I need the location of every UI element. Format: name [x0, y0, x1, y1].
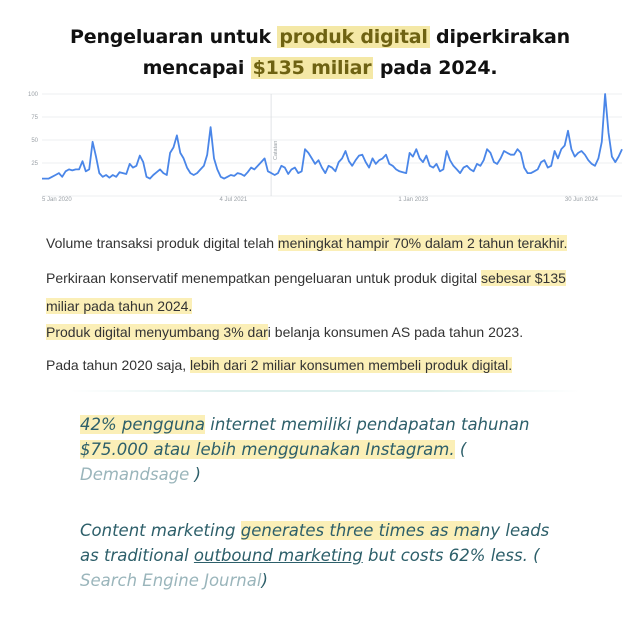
- quote-text: Content marketing: [80, 521, 241, 540]
- paragraph-highlight: meningkat hampir 70% dalam 2 tahun terak…: [277, 235, 568, 251]
- headline: Pengeluaran untuk produk digital diperki…: [0, 22, 640, 84]
- paragraph-highlight: sebesar $135: [481, 270, 566, 286]
- headline-text: mencapai: [142, 57, 251, 79]
- paragraph-highlight: miliar pada tahun 2024.: [46, 298, 193, 314]
- x-tick-label: 1 Jan 2023: [398, 197, 428, 203]
- x-tick-label: 30 Jun 2024: [565, 197, 599, 203]
- outbound-marketing-link[interactable]: outbound marketing: [193, 546, 363, 565]
- paragraph-2020-consumers: Pada tahun 2020 saja, lebih dari 2 milia…: [46, 351, 616, 379]
- paragraph-text: Pada tahun 2020 saja,: [46, 357, 191, 373]
- quote-text: ): [261, 571, 268, 590]
- paragraph-highlight: Produk digital menyumbang 3% dar: [46, 324, 268, 340]
- quote-content-marketing: Content marketing generates three times …: [80, 518, 580, 593]
- headline-line-2: mencapai $135 miliar pada 2024.: [0, 53, 640, 84]
- series-line: [42, 93, 623, 180]
- quote-instagram: 42% pengguna internet memiliki pendapata…: [80, 412, 580, 487]
- annotation-label: Catatan: [273, 141, 279, 160]
- paragraph-text: Volume transaksi produk digital telah: [46, 235, 278, 251]
- quote-text: internet memiliki pendapatan tahunan: [204, 415, 530, 434]
- headline-text: pada 2024.: [373, 57, 498, 79]
- paragraph-text: Perkiraan konservatif menempatkan pengel…: [46, 270, 482, 286]
- divider: [70, 390, 580, 392]
- quote-source-link[interactable]: Search Engine Journal: [80, 571, 262, 590]
- quote-text: ): [189, 465, 201, 484]
- quote-highlight: $75.000 atau lebih menggunakan Instagram…: [80, 440, 455, 459]
- trend-chart-svg: 100 75 50 25 5 Jan 2020 4 Jul 2021 1 Jan 2023 3…: [28, 92, 623, 203]
- trend-chart: 100 75 50 25 5 Jan 2020 4 Jul 2021 1 Jan 2023 3…: [22, 88, 626, 208]
- paragraph-highlight: lebih dari 2 miliar konsumen membeli pro…: [190, 357, 513, 373]
- headline-highlight-produk-digital: produk digital: [277, 26, 430, 48]
- headline-highlight-amount: $135 miliar: [250, 57, 374, 79]
- y-tick-label: 75: [31, 115, 38, 121]
- quote-source-link[interactable]: Demandsage: [80, 465, 190, 484]
- quote-text: as traditional: [80, 546, 194, 565]
- y-tick-label: 50: [31, 138, 38, 144]
- quote-highlight: generates three times as ma: [240, 521, 480, 540]
- quote-text: (: [454, 440, 467, 459]
- paragraph-consumer-share: Produk digital menyumbang 3% dari belanj…: [46, 318, 616, 346]
- headline-text: Pengeluaran untuk: [70, 26, 278, 48]
- paragraph-spending-estimate: Perkiraan konservatif menempatkan pengel…: [46, 264, 616, 320]
- headline-text: diperkirakan: [429, 26, 570, 48]
- quote-highlight: 42% pengguna: [80, 415, 205, 434]
- x-tick-label: 4 Jul 2021: [220, 197, 248, 203]
- paragraph-transaction-volume: Volume transaksi produk digital telah me…: [46, 229, 616, 257]
- x-tick-label: 5 Jan 2020: [42, 197, 72, 203]
- headline-line-1: Pengeluaran untuk produk digital diperki…: [0, 22, 640, 53]
- quote-text: ny leads: [479, 521, 550, 540]
- quote-text: but costs 62% less. (: [362, 546, 540, 565]
- paragraph-text: i belanja konsumen AS pada tahun 2023.: [267, 324, 524, 340]
- y-tick-label: 100: [28, 92, 39, 98]
- y-tick-label: 25: [31, 161, 38, 167]
